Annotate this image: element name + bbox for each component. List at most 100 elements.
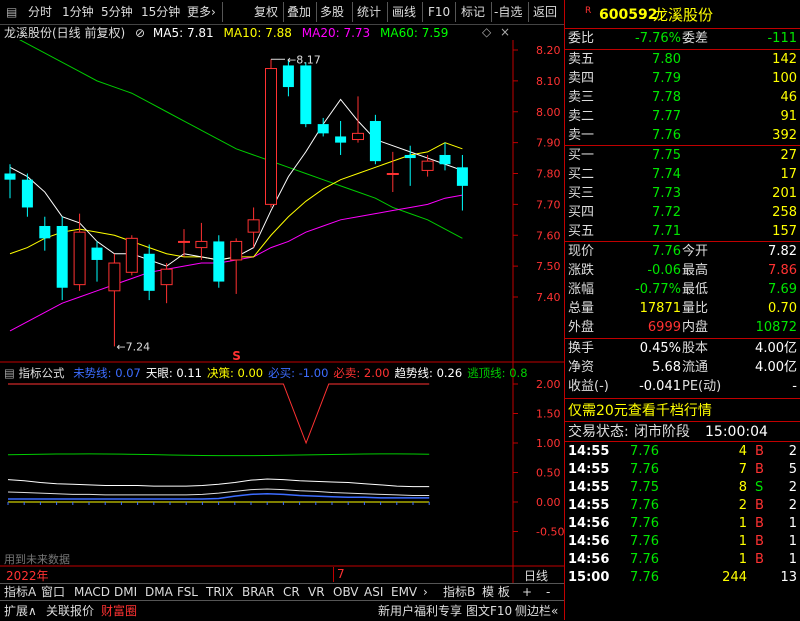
stat-value: - [792,379,797,394]
toolbar-15min[interactable]: 15分钟 [141,5,181,19]
ask-label: 卖五 [568,52,595,67]
indicator-value-1: 天眼: 0.11 [145,366,202,380]
tick-count: 2 [788,444,797,459]
bid-row: 买四 7.72 258 [565,204,800,222]
tab-trix[interactable]: TRIX [206,585,234,599]
high-mark-label: ←8.17 [287,53,321,66]
stat2-row: 收益(-) -0.041 PE(动) - [565,378,800,396]
stat-label: 量比 [682,301,709,316]
toolbar-intraday[interactable]: 分时 [28,5,53,19]
toolbar-back[interactable]: 返回 [533,5,558,19]
expand-button[interactable]: 扩展∧ [4,604,37,618]
tab-dma[interactable]: DMA [145,585,173,599]
stat-label: 内盘 [682,320,709,335]
stat-label: 今开 [682,244,709,259]
ma20-label: MA20: 7.73 [301,26,371,40]
stat-value: 6999 [647,320,681,335]
candle-body [213,241,225,282]
stat-row: 现价 7.76 今开 7.82 [565,243,800,261]
weibi-value: -7.76% [635,31,681,46]
tabs-more-icon[interactable]: › [423,585,428,599]
chart-settings-icon[interactable]: ⊘ [135,26,146,40]
related-quotes-button[interactable]: 关联报价 [46,604,95,618]
stat2-row: 换手 0.45% 股本 4.00亿 [565,340,800,358]
indicator-name[interactable]: 指标公式 [18,366,65,380]
candle-body [369,121,381,162]
toolbar-more[interactable]: 更多› [187,5,216,19]
bid-label: 买二 [568,167,595,182]
zoom-out-button[interactable]: - [546,585,551,599]
ma60-label: MA60: 7.59 [380,26,449,40]
candle-body [56,225,68,288]
ask-volume: 91 [780,109,797,124]
tab-asi[interactable]: ASI [364,585,384,599]
indicator-menu-icon[interactable]: ▤ [4,366,15,380]
tick-row: 14:55 7.76 7 B 5 [565,461,800,479]
tick-volume: 8 [738,480,747,495]
tick-count: 5 [788,462,797,477]
candle-body [21,179,33,208]
new-user-benefits-link[interactable]: 新用户福利专享 [378,604,463,618]
toolbar-1min[interactable]: 1分钟 [62,5,94,19]
weibi-row: 委比 -7.76% 委差 -111 [568,31,797,46]
grid-icon[interactable]: ▤ [6,5,18,19]
tab-brar[interactable]: BRAR [242,585,275,599]
toolbar-draw-line[interactable]: 画线 [392,5,417,19]
candle-body [439,154,451,165]
tab-dmi[interactable]: DMI [114,585,138,599]
ask-row: 卖一 7.76 392 [565,127,800,145]
toolbar-overlay[interactable]: 叠加 [287,5,312,19]
tick-price: 7.76 [630,552,659,567]
tab-window[interactable]: 窗口 [41,585,66,599]
toolbar-5min[interactable]: 5分钟 [101,5,133,19]
tick-time: 15:00 [568,570,610,585]
diamond-icon[interactable]: ◇ [482,25,492,39]
sidebar-toggle-button[interactable]: 侧边栏« [515,604,559,618]
stat-value: 4.00亿 [755,341,797,356]
tab-cr[interactable]: CR [283,585,300,599]
stock-code: 600592 [599,7,658,23]
tick-price: 7.76 [630,462,659,477]
ask-volume: 46 [780,90,797,105]
kline-chart[interactable]: 8.20 8.10 8.00 7.90 7.80 7.70 7.60 7.50 7.40 ←8.… [0,40,564,585]
tick-count: 2 [788,498,797,513]
close-icon[interactable]: × [500,25,511,39]
tick-direction: B [755,444,764,459]
stat-row: 涨跌 -0.06 最高 7.86 [565,262,800,280]
indicator-tick-label: 2.00 [536,378,561,391]
wealth-circle-button[interactable]: 财富圈 [101,604,138,618]
tick-volume: 7 [738,462,747,477]
toolbar-statistics[interactable]: 统计 [357,5,382,19]
stat-label: 外盘 [568,320,595,335]
tick-count: 1 [788,516,797,531]
candle-body [456,167,468,186]
tab-template[interactable]: 模 板 [482,585,510,599]
indicator-tick-label: -0.50 [536,526,564,539]
stat-value: 0.70 [768,301,797,316]
bid-row: 买一 7.75 27 [565,147,800,165]
tab-macd[interactable]: MACD [74,585,110,599]
graphic-f10-button[interactable]: 图文F10 [466,604,513,618]
tick-price: 7.76 [630,534,659,549]
toolbar-f10[interactable]: F10 [428,5,451,19]
toolbar-self-select[interactable]: -自选 [494,5,523,19]
escape-top-line [7,453,430,457]
toolbar-restore-rights[interactable]: 复权 [254,5,279,19]
tab-fsl[interactable]: FSL [177,585,198,599]
ask-label: 卖三 [568,90,595,105]
kline-period-label[interactable]: 日线 [524,569,549,583]
indicator-value-2: 决策: 0.00 [206,366,264,380]
tab-indicator-a[interactable]: 指标A [4,585,37,599]
zoom-in-button[interactable]: + [522,585,533,599]
promo-link[interactable]: 仅需20元查看千档行情 [568,403,712,419]
tab-vr[interactable]: VR [308,585,325,599]
bid-label: 买五 [568,224,595,239]
tick-time: 14:55 [568,444,610,459]
toolbar-multi-stock[interactable]: 多股 [320,5,345,19]
toolbar-mark[interactable]: 标记 [461,5,486,19]
tab-indicator-b[interactable]: 指标B [443,585,476,599]
tab-obv[interactable]: OBV [333,585,359,599]
axis-year: 2022年 [6,569,49,583]
ask-price: 7.80 [652,52,681,67]
tab-emv[interactable]: EMV [391,585,418,599]
